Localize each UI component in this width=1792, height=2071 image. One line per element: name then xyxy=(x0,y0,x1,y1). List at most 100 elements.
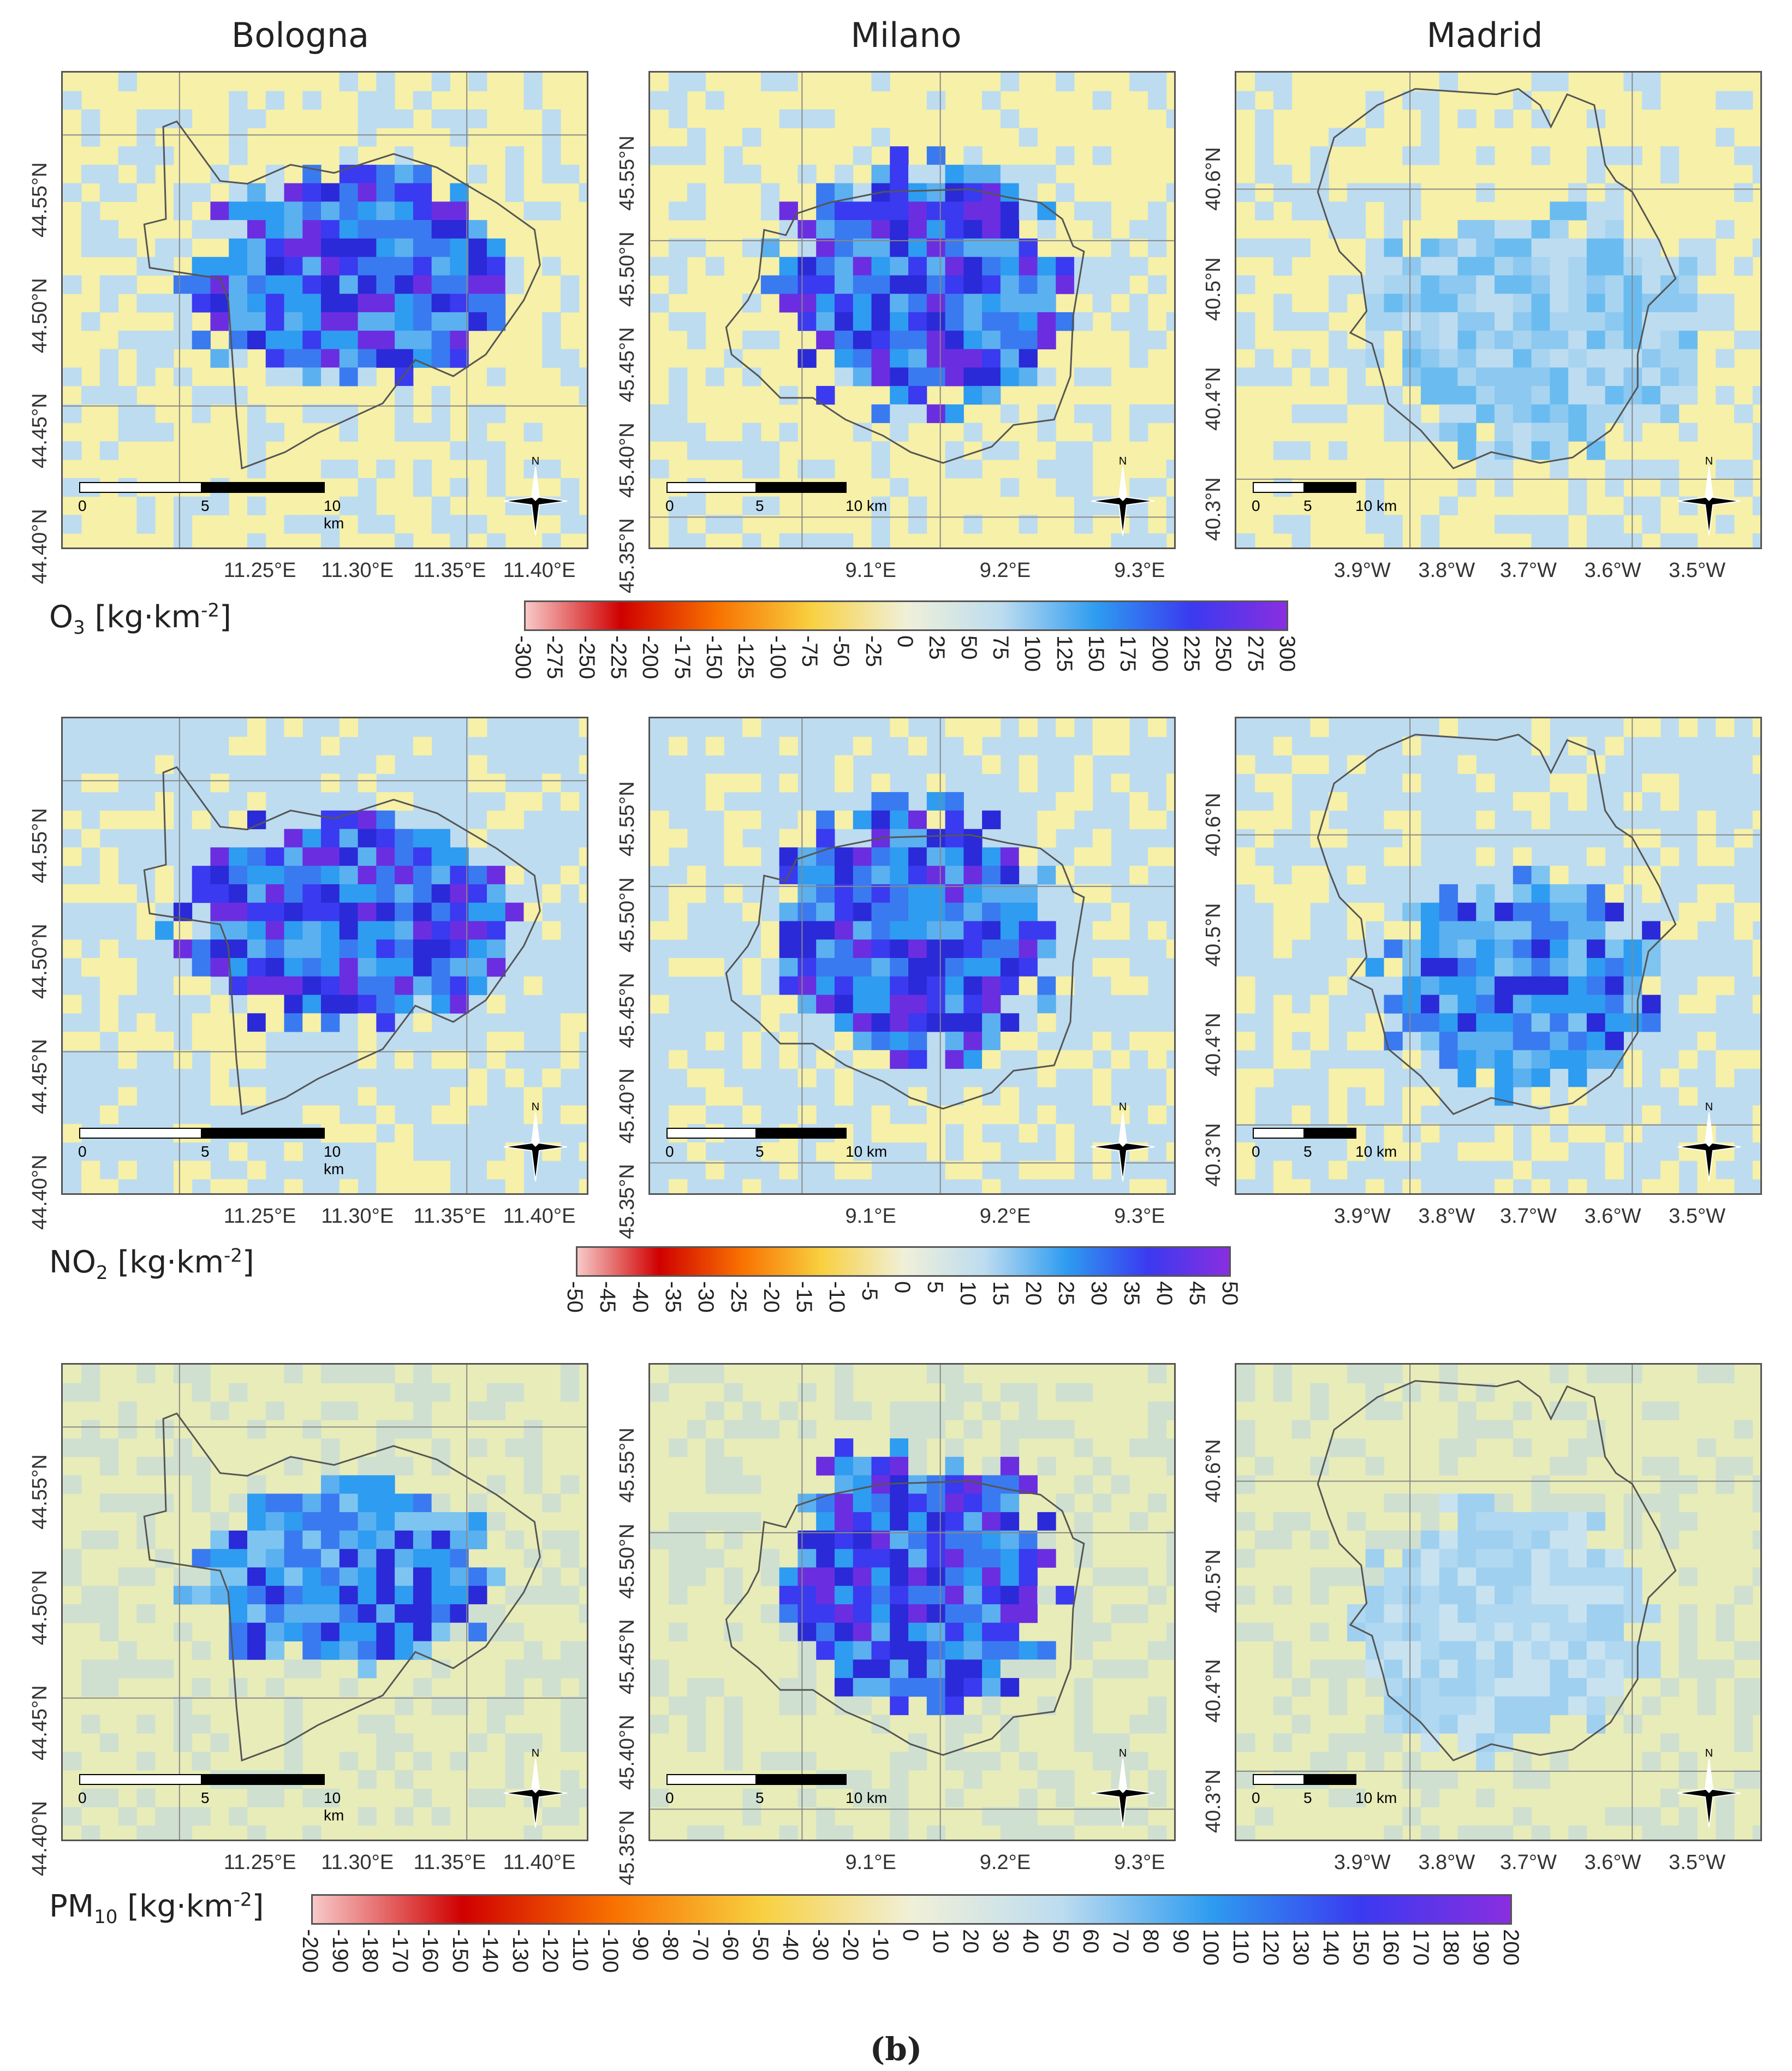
colorbar-tick-label: -15 xyxy=(792,1281,816,1313)
raster-cell xyxy=(724,1733,743,1752)
raster-cell xyxy=(431,73,450,92)
raster-cell xyxy=(834,866,854,885)
raster-cell xyxy=(1092,201,1111,221)
raster-map xyxy=(63,1365,587,1840)
raster-cell xyxy=(1660,478,1680,497)
raster-cell xyxy=(1495,1493,1514,1513)
raster-cell xyxy=(816,810,835,830)
raster-cell xyxy=(468,1493,487,1513)
raster-cell xyxy=(1586,1512,1606,1531)
raster-cell xyxy=(1660,386,1680,405)
raster-cell xyxy=(1439,386,1458,405)
raster-cell xyxy=(1310,866,1329,885)
raster-cell xyxy=(1439,349,1458,368)
raster-cell xyxy=(1642,1013,1661,1032)
raster-cell xyxy=(1166,496,1174,515)
raster-cell xyxy=(963,939,983,959)
raster-cell xyxy=(1605,238,1624,258)
raster-cell xyxy=(247,866,266,885)
raster-cell xyxy=(871,312,890,331)
scale-bar-label: 5 xyxy=(201,1143,210,1160)
raster-cell xyxy=(302,921,322,940)
raster-cell xyxy=(431,1493,450,1513)
raster-cell xyxy=(302,349,322,368)
raster-cell xyxy=(1752,1825,1760,1840)
raster-cell xyxy=(1660,146,1680,165)
raster-cell xyxy=(1129,1752,1148,1771)
raster-cell xyxy=(797,257,817,276)
raster-cell xyxy=(908,1586,927,1605)
raster-cell xyxy=(1166,1622,1174,1642)
raster-cell xyxy=(1291,1105,1311,1124)
raster-cell xyxy=(358,1493,377,1513)
unit-text: [kg·km xyxy=(108,1245,224,1280)
raster-cell xyxy=(1074,847,1093,866)
raster-cell xyxy=(450,330,469,350)
raster-cell xyxy=(376,1641,395,1660)
raster-cell xyxy=(1531,976,1550,996)
raster-cell xyxy=(963,164,983,184)
raster-cell xyxy=(1329,1733,1348,1752)
raster-cell xyxy=(779,1825,798,1840)
scale-bar-label: 0 xyxy=(1252,1789,1260,1806)
raster-cell xyxy=(1495,1567,1514,1586)
raster-cell xyxy=(1752,1770,1760,1789)
raster-cell xyxy=(1000,1715,1020,1734)
raster-cell xyxy=(1056,1161,1075,1180)
raster-cell xyxy=(982,1622,1001,1642)
raster-cell xyxy=(321,1438,340,1457)
raster-cell xyxy=(669,146,688,165)
raster-cell xyxy=(1660,294,1680,313)
raster-cell xyxy=(413,957,432,977)
raster-cell xyxy=(265,91,285,110)
raster-cell xyxy=(265,367,285,386)
raster-cell xyxy=(834,921,854,940)
raster-cell xyxy=(229,884,248,903)
raster-cell xyxy=(926,1678,946,1697)
raster-cell xyxy=(505,1752,524,1771)
raster-cell xyxy=(1310,1567,1329,1586)
raster-cell xyxy=(1678,902,1698,921)
raster-cell xyxy=(376,755,395,774)
raster-cell xyxy=(1291,201,1311,221)
raster-cell xyxy=(1568,183,1587,202)
scale-bar-label: 10 km xyxy=(1355,1143,1397,1160)
raster-cell xyxy=(173,1622,193,1642)
raster-cell xyxy=(1129,404,1148,424)
raster-cell xyxy=(1697,1438,1716,1457)
map-panel-bologna-row-3: 0 5 10 km N xyxy=(61,1363,588,1841)
raster-cell xyxy=(1074,1678,1093,1697)
raster-cell xyxy=(542,349,561,368)
raster-cell xyxy=(523,1456,543,1476)
latitude-label: 40.4°N xyxy=(1202,1659,1225,1723)
longitude-label: 3.9°W xyxy=(1333,1851,1391,1874)
longitude-label: 11.25°E xyxy=(223,1205,296,1228)
raster-cell xyxy=(1513,1659,1532,1679)
raster-cell xyxy=(1420,1659,1440,1679)
raster-cell xyxy=(579,1179,587,1193)
raster-cell xyxy=(834,1659,854,1679)
raster-cell xyxy=(908,164,927,184)
raster-cell xyxy=(1605,1586,1624,1605)
latitude-label: 45.45°N xyxy=(616,1619,639,1694)
raster-cell xyxy=(1092,1733,1111,1752)
pollutant-name: O xyxy=(49,599,74,635)
raster-cell xyxy=(1420,275,1440,294)
raster-cell xyxy=(395,939,414,959)
raster-cell xyxy=(1513,257,1532,276)
raster-cell xyxy=(1586,1715,1606,1734)
raster-cell xyxy=(963,257,983,276)
raster-cell xyxy=(1310,1530,1329,1550)
raster-cell xyxy=(1568,884,1587,903)
raster-cell xyxy=(945,275,964,294)
latitude-label: 40.3°N xyxy=(1202,1769,1225,1833)
raster-cell xyxy=(192,183,211,202)
raster-cell xyxy=(1716,1475,1735,1494)
north-arrow-icon: N xyxy=(1677,1101,1741,1182)
raster-cell xyxy=(1329,1105,1348,1124)
raster-cell xyxy=(1495,422,1514,442)
raster-cell xyxy=(358,515,377,534)
raster-cell xyxy=(486,995,506,1014)
raster-cell xyxy=(358,1512,377,1531)
raster-cell xyxy=(926,1493,946,1513)
